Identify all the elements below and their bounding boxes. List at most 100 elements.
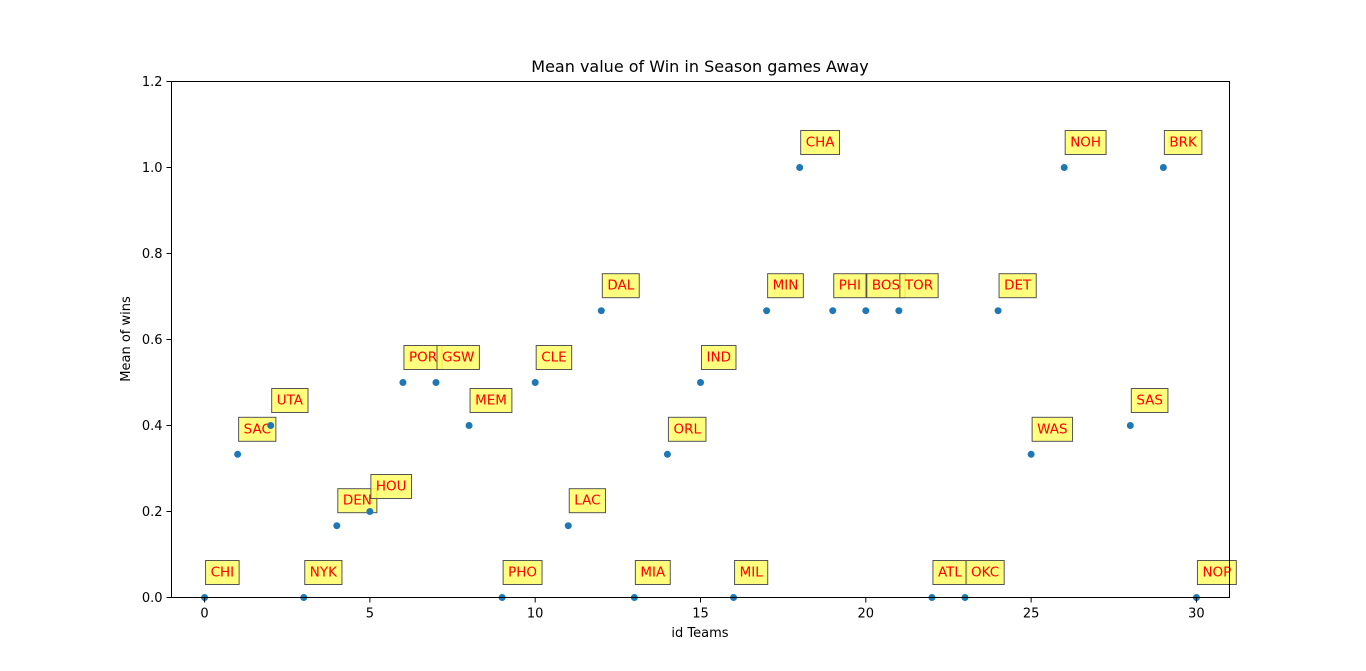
data-points [201, 164, 1200, 601]
data-point [994, 307, 1002, 315]
annotation-box [634, 560, 671, 585]
point-annotation: CHI [205, 560, 240, 585]
x-tick-label: 30 [1188, 607, 1205, 622]
annotation-box [734, 560, 769, 585]
annotation-box [238, 416, 277, 442]
point-annotation: MIA [634, 560, 671, 585]
data-point [1060, 164, 1068, 171]
x-tick-label: 25 [1023, 607, 1040, 622]
x-tick-label: 20 [858, 607, 875, 622]
data-point [829, 307, 837, 315]
y-tick-label: 1.0 [142, 161, 163, 176]
data-point [1126, 422, 1134, 429]
annotation-label: MEM [475, 393, 507, 409]
data-point [796, 164, 804, 171]
point-annotation: NOP [1196, 560, 1237, 585]
annotation-label: TOR [904, 278, 933, 294]
annotation-label: SAC [244, 421, 271, 437]
annotation-box [469, 388, 513, 413]
point-annotation: CLE [535, 345, 573, 370]
data-point [697, 379, 704, 386]
point-annotation: DAL [601, 273, 640, 299]
annotation-box [403, 345, 443, 370]
annotation-label: SAS [1136, 393, 1163, 409]
annotation-box [965, 560, 1005, 585]
point-annotation: DET [998, 273, 1037, 299]
annotation-label: NOP [1202, 565, 1231, 581]
annotation-box [767, 273, 804, 299]
y-axis-label: Mean of wins [119, 296, 134, 382]
chart-title: Mean value of Win in Season games Away [531, 57, 868, 76]
annotation-box [1064, 130, 1107, 155]
point-annotation: OKC [965, 560, 1005, 585]
annotation-box [304, 560, 343, 585]
annotation-box [370, 474, 413, 499]
data-point [366, 508, 374, 515]
x-tick-label: 0 [200, 607, 208, 622]
annotation-label: BRK [1169, 135, 1198, 151]
annotation-label: PHO [508, 565, 537, 581]
annotation-box [535, 345, 573, 370]
point-annotation: NYK [304, 560, 343, 585]
annotation-label: HOU [376, 479, 407, 495]
annotation-label: LAC [574, 493, 600, 509]
point-annotation: LAC [568, 488, 607, 514]
point-annotation: PHI [833, 273, 867, 299]
point-annotation: HOU [370, 474, 413, 499]
data-point [531, 379, 539, 386]
annotation-label: ATL [938, 565, 962, 581]
annotation-box [701, 345, 737, 370]
annotation-label: MIA [640, 565, 666, 581]
y-tick-label: 1.2 [142, 75, 163, 90]
annotation-label: UTA [277, 393, 304, 409]
point-annotation: ATL [932, 560, 968, 585]
annotation-box [1130, 388, 1169, 413]
y-axis-ticks: 0.0 0.2 0.4 0.6 0.8 1.0 1.2 [142, 75, 172, 606]
point-annotation: POR [403, 345, 443, 370]
annotation-label: CHI [211, 565, 235, 581]
data-point [234, 450, 242, 458]
data-point [663, 450, 671, 458]
annotation-box [271, 388, 309, 413]
point-annotation: TOR [899, 273, 939, 299]
x-tick-label: 15 [692, 607, 709, 622]
annotation-box [568, 488, 607, 514]
annotation-label: WAS [1037, 421, 1067, 437]
point-annotation: UTA [271, 388, 309, 413]
annotation-label: GSW [442, 350, 474, 366]
point-annotation: MIL [734, 560, 769, 585]
point-annotation: MEM [469, 388, 513, 413]
annotation-label: POR [409, 350, 437, 366]
data-point [763, 307, 771, 315]
point-annotation: SAS [1130, 388, 1169, 413]
data-point [267, 422, 275, 429]
annotation-label: DAL [607, 278, 634, 294]
annotation-box [1031, 416, 1074, 442]
point-annotation: BOS [866, 273, 906, 299]
annotation-label: IND [707, 350, 731, 366]
annotation-label: MIL [740, 565, 764, 581]
point-annotation: GSW [436, 345, 480, 370]
plot-area-frame [171, 81, 1230, 598]
data-point [862, 307, 870, 315]
annotation-label: MIN [773, 278, 799, 294]
annotation-label: DET [1004, 278, 1032, 294]
annotation-box [1163, 130, 1203, 155]
point-annotation: BRK [1163, 130, 1203, 155]
x-tick-label: 5 [366, 607, 374, 622]
annotation-label: PHI [839, 278, 861, 294]
data-point [432, 379, 440, 386]
annotation-label: ORL [673, 421, 701, 437]
point-annotation: WAS [1031, 416, 1074, 442]
data-point [564, 522, 572, 530]
x-axis-label: id Teams [671, 626, 728, 641]
annotation-label: NOH [1070, 135, 1101, 151]
data-point [1027, 450, 1035, 458]
annotation-label: CLE [541, 350, 566, 366]
annotation-box [601, 273, 640, 299]
y-tick-label: 0.4 [142, 419, 163, 434]
point-annotation: IND [701, 345, 737, 370]
point-annotation: ORL [667, 416, 707, 442]
